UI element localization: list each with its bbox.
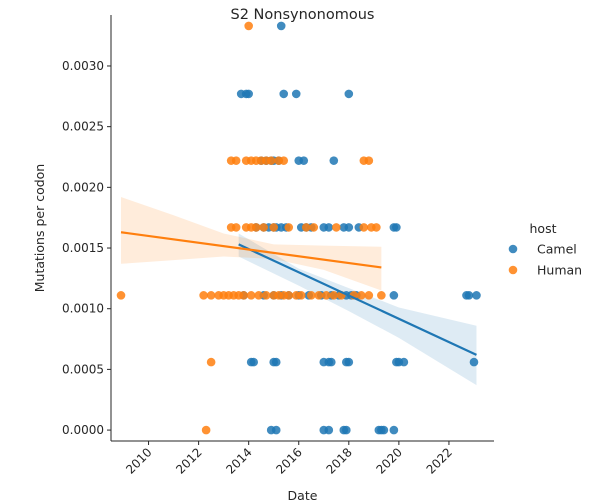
data-point-camel (469, 357, 479, 367)
data-point-camel (472, 291, 481, 300)
data-point-human (359, 223, 369, 232)
x-tick-label: 2016 (273, 445, 304, 476)
series-human (116, 21, 386, 435)
legend: host Camel Human (508, 221, 582, 278)
data-point-camel (379, 425, 389, 435)
data-point-human (372, 223, 381, 232)
data-point-camel (271, 425, 281, 435)
data-point-camel (329, 156, 339, 165)
data-point-human (199, 291, 208, 300)
data-point-human (116, 291, 126, 300)
data-point-human (364, 156, 374, 165)
legend-title: host (530, 221, 557, 236)
data-point-camel (342, 425, 351, 435)
legend-marker-camel (508, 244, 518, 254)
data-point-human (357, 291, 366, 300)
x-tick-label: 2018 (323, 445, 354, 476)
y-tick-label: 0.0030 (62, 59, 104, 73)
data-point-camel (392, 223, 401, 232)
x-tick-label: 2010 (123, 445, 154, 476)
data-point-human (314, 291, 324, 300)
x-axis-title: Date (288, 488, 318, 500)
y-tick-label: 0.0005 (62, 362, 104, 376)
data-point-human (364, 291, 374, 300)
data-point-camel (344, 223, 354, 232)
y-tick-label: 0.0020 (62, 180, 104, 194)
legend-marker-human (508, 265, 518, 275)
data-point-camel (249, 357, 258, 367)
y-tick-label: 0.0010 (62, 302, 104, 316)
data-point-human (251, 223, 261, 232)
data-point-camel (344, 89, 354, 99)
data-point-human (284, 291, 294, 300)
data-point-camel (324, 425, 334, 435)
data-point-camel (324, 223, 334, 232)
y-tick-label: 0.0000 (62, 423, 104, 437)
data-point-human (206, 357, 216, 367)
plot-area (116, 21, 481, 435)
data-point-human (206, 291, 216, 300)
data-point-human (296, 291, 306, 300)
data-point-human (377, 291, 386, 300)
data-point-human (301, 223, 311, 232)
legend-label-camel: Camel (537, 242, 577, 257)
data-point-camel (276, 21, 286, 31)
data-point-human (329, 291, 339, 300)
y-axis-title: Mutations per codon (32, 164, 47, 292)
data-point-camel (299, 156, 309, 165)
x-tick-label: 2014 (223, 445, 254, 476)
data-point-camel (279, 89, 289, 99)
data-point-camel (326, 357, 336, 367)
x-tick-label: 2022 (424, 445, 455, 476)
data-point-human (284, 223, 294, 232)
data-point-human (266, 156, 276, 165)
data-point-camel (344, 357, 354, 367)
data-point-human (259, 223, 268, 232)
data-point-human (309, 223, 319, 232)
legend-label-human: Human (537, 263, 582, 278)
data-point-human (269, 223, 279, 232)
confidence-band-human (121, 197, 382, 291)
data-point-human (244, 21, 253, 31)
data-point-human (231, 223, 241, 232)
data-point-camel (389, 291, 399, 300)
regression-line-human (120, 231, 382, 269)
data-point-human (279, 156, 289, 165)
data-point-human (201, 425, 211, 435)
data-point-human (231, 156, 241, 165)
data-point-human (246, 291, 256, 300)
data-point-human (254, 291, 263, 300)
data-point-human (321, 291, 331, 300)
chart-title: S2 Nonsynonomous (231, 7, 375, 23)
data-point-camel (244, 89, 253, 99)
data-point-camel (291, 89, 301, 99)
data-point-human (306, 291, 316, 300)
y-tick-label: 0.0025 (62, 120, 104, 134)
data-point-camel (389, 425, 399, 435)
data-point-camel (464, 291, 474, 300)
data-point-human (331, 223, 341, 232)
regression-line-camel (238, 243, 477, 356)
data-point-camel (399, 357, 409, 367)
y-tick-label: 0.0015 (62, 241, 104, 255)
x-tick-label: 2012 (173, 445, 204, 476)
data-point-camel (271, 357, 281, 367)
x-tick-label: 2020 (373, 445, 404, 476)
data-point-human (239, 291, 248, 300)
data-point-human (261, 291, 271, 300)
